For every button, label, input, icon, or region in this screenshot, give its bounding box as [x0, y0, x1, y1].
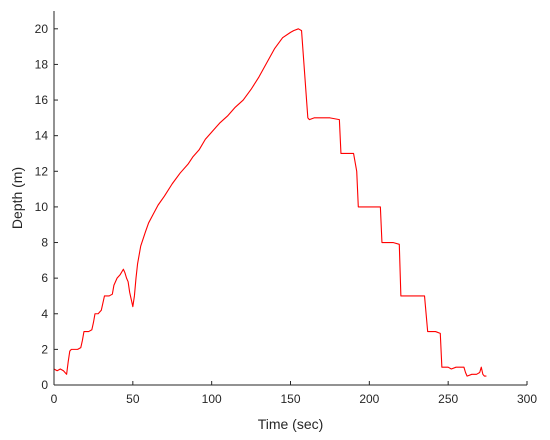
x-tick-label: 0: [51, 392, 58, 406]
series-layer: [53, 28, 487, 377]
x-tick-label: 150: [280, 392, 300, 406]
y-tick-label: 6: [41, 271, 48, 285]
y-tick-label: 14: [35, 129, 49, 143]
y-axis-label: Depth (m): [9, 167, 25, 229]
x-tick-label: 200: [359, 392, 379, 406]
y-tick-label: 18: [35, 57, 49, 71]
y-tick-label: 20: [35, 22, 49, 36]
y-ticks: 0 2 4 6 8 10 12 14 16 18 20: [35, 22, 58, 392]
y-tick-label: 10: [35, 200, 49, 214]
x-tick-label: 50: [126, 392, 140, 406]
plot-background: [54, 11, 527, 385]
x-ticks: 0 50 100 150 200 250 300: [51, 381, 537, 406]
y-tick-label: 2: [41, 342, 48, 356]
x-tick-label: 100: [202, 392, 222, 406]
x-axis-label: Time (sec): [258, 416, 324, 432]
series-line-0: [53, 28, 487, 377]
y-tick-label: 4: [41, 307, 48, 321]
x-tick-label: 300: [517, 392, 537, 406]
y-tick-label: 0: [41, 378, 48, 392]
y-tick-label: 12: [35, 164, 49, 178]
y-tick-label: 8: [41, 236, 48, 250]
y-tick-label: 16: [35, 93, 49, 107]
x-tick-label: 250: [438, 392, 458, 406]
plot-area: 0 50 100 150 200 250 300 0 2 4 6 8 10 12 14 16 18 20: [35, 11, 537, 406]
